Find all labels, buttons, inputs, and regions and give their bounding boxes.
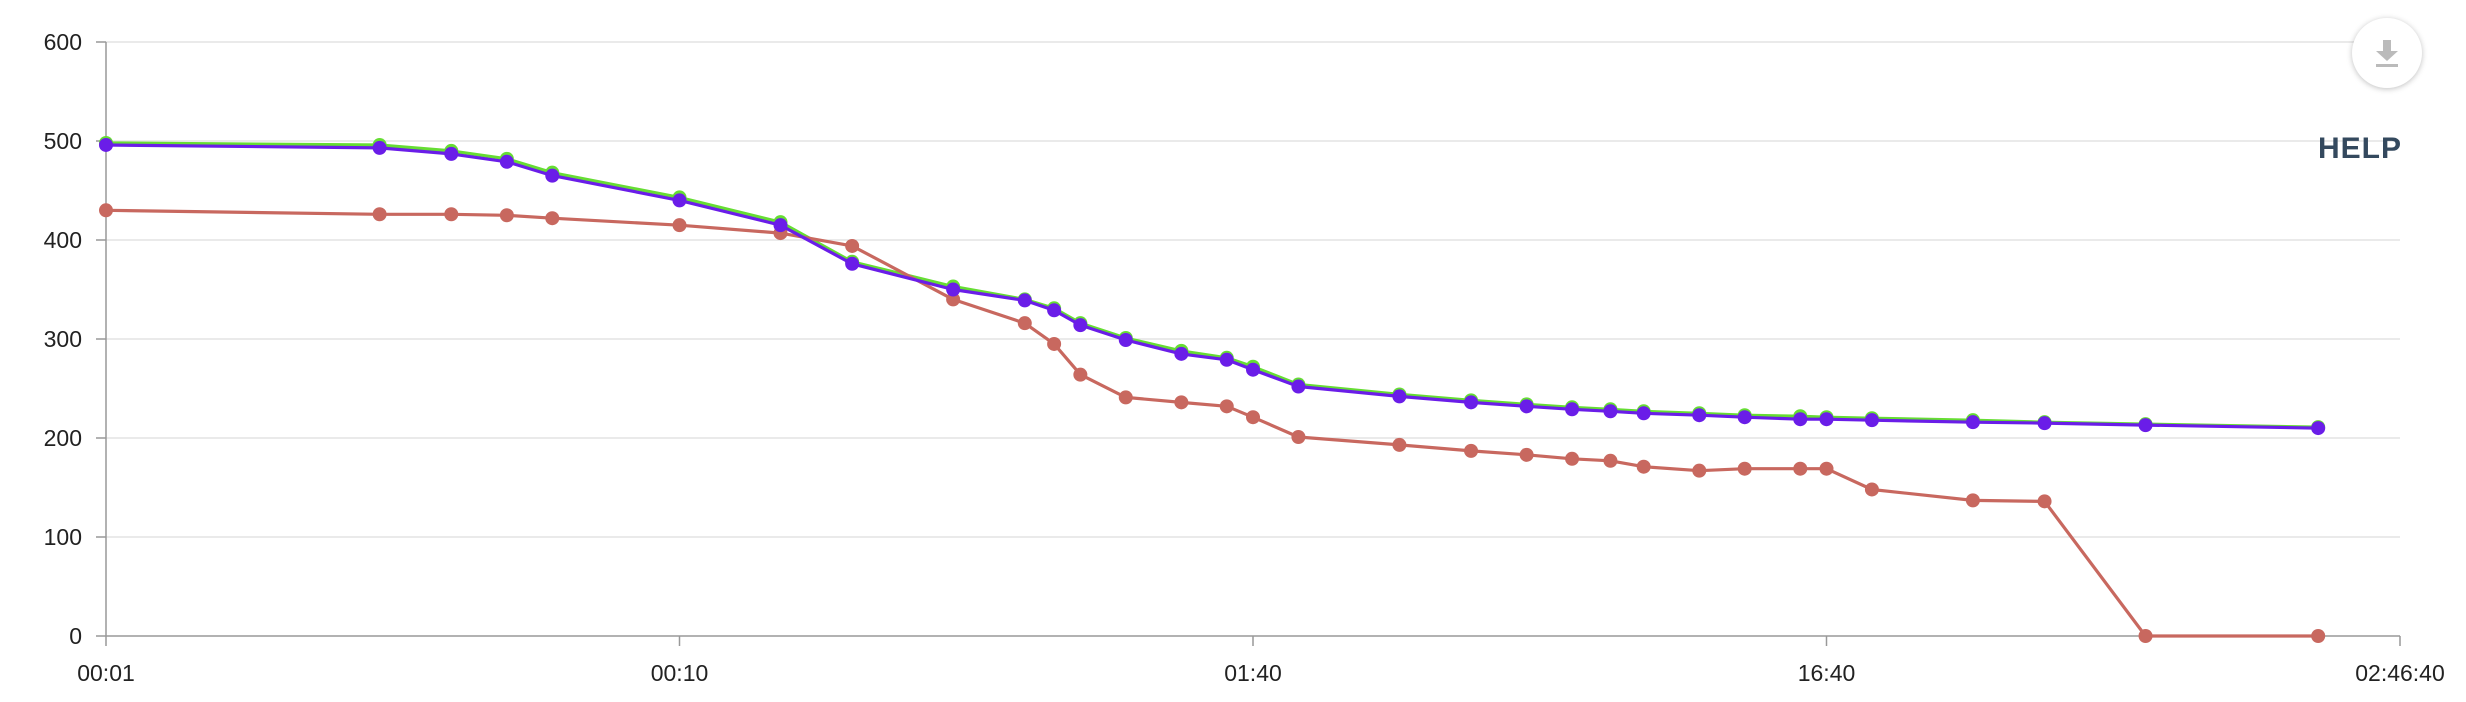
data-point-purple[interactable] (1017, 293, 1032, 308)
data-point-purple[interactable] (1118, 332, 1133, 347)
data-point-red[interactable] (1519, 447, 1534, 462)
y-tick-label: 200 (44, 425, 82, 451)
data-point-purple[interactable] (1464, 395, 1479, 410)
data-point-red[interactable] (1219, 399, 1234, 414)
download-icon (2376, 40, 2398, 67)
series-purple (99, 137, 2326, 436)
data-point-red[interactable] (1692, 463, 1707, 478)
x-tick-label: 01:40 (1224, 660, 1282, 686)
gridlines (106, 41, 2400, 538)
x-tick-label: 00:01 (77, 660, 135, 686)
data-point-purple[interactable] (1793, 412, 1808, 427)
data-point-red[interactable] (1464, 443, 1479, 458)
data-point-red[interactable] (1603, 453, 1618, 468)
data-point-purple[interactable] (99, 137, 113, 152)
data-point-purple[interactable] (545, 168, 560, 183)
y-tick-label: 100 (44, 524, 82, 550)
data-point-red[interactable] (1047, 336, 1062, 351)
series-line-green (105, 141, 2319, 429)
data-point-red[interactable] (2037, 494, 2052, 509)
data-point-purple[interactable] (946, 282, 961, 297)
data-point-purple[interactable] (1603, 404, 1618, 419)
data-point-purple[interactable] (773, 218, 788, 233)
data-point-red[interactable] (1819, 461, 1834, 476)
data-point-purple[interactable] (845, 256, 860, 271)
data-point-purple[interactable] (1219, 352, 1234, 367)
data-point-red[interactable] (1864, 482, 1879, 497)
download-button[interactable] (2352, 18, 2422, 88)
data-point-purple[interactable] (444, 146, 459, 161)
data-point-red[interactable] (672, 218, 687, 233)
data-point-red[interactable] (845, 238, 860, 253)
series-line-purple (105, 143, 2319, 430)
data-point-red[interactable] (1965, 493, 1980, 508)
data-point-red[interactable] (2311, 629, 2326, 643)
data-point-red[interactable] (499, 208, 514, 223)
y-tick-labels: 0 100 200 300 400 500 600 (44, 29, 106, 649)
y-tick-label: 300 (44, 326, 82, 352)
help-button[interactable]: HELP (2318, 132, 2403, 165)
data-point-purple[interactable] (1864, 413, 1879, 428)
data-point-purple[interactable] (1965, 415, 1980, 430)
data-point-purple[interactable] (499, 154, 514, 169)
data-point-red[interactable] (946, 292, 961, 307)
data-point-purple[interactable] (1737, 410, 1752, 425)
data-point-purple[interactable] (1291, 379, 1306, 394)
data-point-red[interactable] (1392, 437, 1407, 452)
data-point-purple[interactable] (672, 193, 687, 208)
data-point-red[interactable] (1565, 451, 1580, 466)
data-point-purple[interactable] (1636, 406, 1651, 421)
data-point-purple[interactable] (1047, 303, 1062, 318)
data-point-red[interactable] (1174, 395, 1189, 410)
data-point-red[interactable] (2138, 629, 2153, 643)
data-point-purple[interactable] (1692, 408, 1707, 423)
y-tick-label: 500 (44, 128, 82, 154)
data-point-purple[interactable] (1519, 399, 1534, 414)
data-point-purple[interactable] (1819, 412, 1834, 427)
y-tick-label: 600 (44, 29, 82, 55)
series-green (99, 135, 2326, 435)
data-point-purple[interactable] (2311, 421, 2326, 436)
series (99, 135, 2326, 643)
data-point-purple[interactable] (1073, 318, 1088, 333)
data-point-red[interactable] (1118, 390, 1133, 405)
data-point-purple[interactable] (1565, 402, 1580, 417)
data-point-purple[interactable] (1392, 389, 1407, 404)
data-point-purple[interactable] (2037, 416, 2052, 431)
y-tick-label: 400 (44, 227, 82, 253)
y-tick-label: 0 (69, 623, 82, 649)
data-point-red[interactable] (1636, 459, 1651, 474)
data-point-red[interactable] (372, 207, 387, 222)
data-point-purple[interactable] (2138, 418, 2153, 433)
data-point-red[interactable] (1291, 430, 1306, 445)
data-point-purple[interactable] (1174, 346, 1189, 361)
data-point-purple[interactable] (372, 140, 387, 155)
data-point-red[interactable] (1073, 367, 1088, 382)
data-point-red[interactable] (1737, 461, 1752, 476)
data-point-red[interactable] (444, 207, 459, 222)
data-point-red[interactable] (1246, 410, 1260, 425)
x-tick-label: 00:10 (651, 660, 709, 686)
x-tick-label: 16:40 (1798, 660, 1856, 686)
data-point-red[interactable] (1017, 316, 1032, 331)
series-red (99, 203, 2326, 643)
data-point-purple[interactable] (1246, 362, 1260, 377)
data-point-red[interactable] (99, 203, 113, 218)
data-point-red[interactable] (1793, 461, 1808, 476)
x-tick-label: 02:46:40 (2355, 660, 2445, 686)
data-point-red[interactable] (545, 211, 560, 226)
x-tick-labels: 00:01 00:10 01:40 16:40 02:46:40 (77, 636, 2445, 686)
